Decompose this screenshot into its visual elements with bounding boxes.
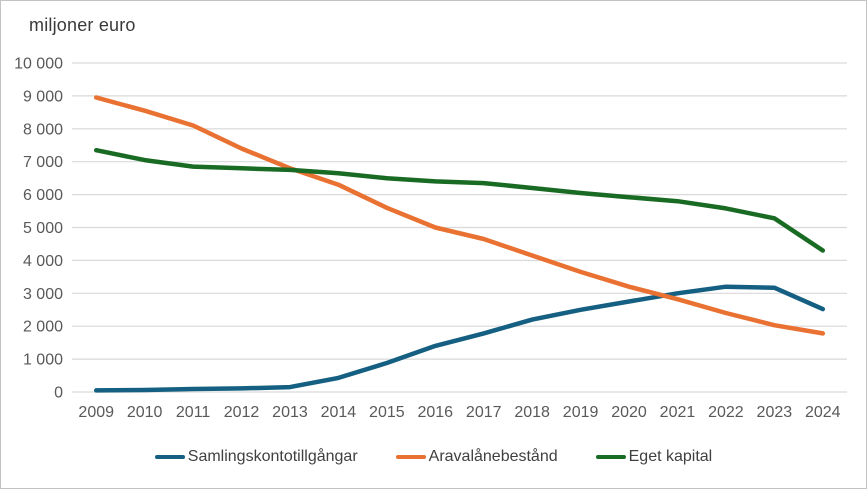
y-axis-tick-label: 2 000 xyxy=(23,319,63,336)
x-axis-year-label: 2019 xyxy=(563,404,599,421)
y-axis-tick-label: 0 xyxy=(54,385,63,402)
x-axis-year-label: 2011 xyxy=(176,404,211,421)
chart-title: miljoner euro xyxy=(29,15,136,35)
legend-label: Samlingskontotillgångar xyxy=(187,448,358,465)
legend-line-marker-orange xyxy=(395,454,426,460)
x-axis-year-label: 2009 xyxy=(78,404,114,421)
legend-item-eget-kapital: Eget kapital xyxy=(595,448,713,466)
x-axis-year-label: 2016 xyxy=(417,404,453,421)
series-line-araval-nebest-nd xyxy=(93,95,826,336)
y-axis-tick-label: 1 000 xyxy=(23,352,63,369)
x-axis-year-label: 2012 xyxy=(224,404,260,421)
x-axis-year-label: 2015 xyxy=(369,404,405,421)
x-axis-year-label: 2020 xyxy=(611,404,647,421)
series-line-samlingskontotillg-ngar xyxy=(93,284,826,393)
chart-legend: Samlingskontotillgångar Aravalånebestånd… xyxy=(1,448,866,466)
y-axis-tick-label: 8 000 xyxy=(23,121,63,138)
x-axis-year-label: 2014 xyxy=(321,404,357,421)
x-axis-year-label: 2024 xyxy=(805,404,841,421)
legend-label: Aravalånebestånd xyxy=(428,448,558,465)
y-axis-tick-label: 4 000 xyxy=(23,253,63,270)
y-axis-tick-label: 3 000 xyxy=(23,286,63,303)
x-axis-year-label: 2010 xyxy=(127,404,163,421)
legend-item-samlingskontotillgangar: Samlingskontotillgångar xyxy=(154,448,358,466)
series-line-eget-kapital xyxy=(93,147,826,253)
y-axis-tick-label: 6 000 xyxy=(23,187,63,204)
y-axis-tick-label: 10 000 xyxy=(14,56,63,73)
x-axis-year-label: 2013 xyxy=(272,404,308,421)
x-axis-year-label: 2023 xyxy=(757,404,793,421)
x-axis-year-label: 2022 xyxy=(708,404,744,421)
y-axis-tick-label: 7 000 xyxy=(23,154,63,171)
legend-line-marker-green xyxy=(595,454,626,460)
x-axis-year-label: 2018 xyxy=(514,404,550,421)
legend-item-aravalanebestand: Aravalånebestånd xyxy=(395,448,558,466)
y-axis-tick-label: 9 000 xyxy=(23,88,63,105)
legend-label: Eget kapital xyxy=(628,448,713,465)
y-axis-tick-label: 5 000 xyxy=(23,220,63,237)
x-axis-year-label: 2017 xyxy=(466,404,502,421)
legend-line-marker-blue xyxy=(154,454,185,460)
x-axis-year-label: 2021 xyxy=(660,404,696,421)
